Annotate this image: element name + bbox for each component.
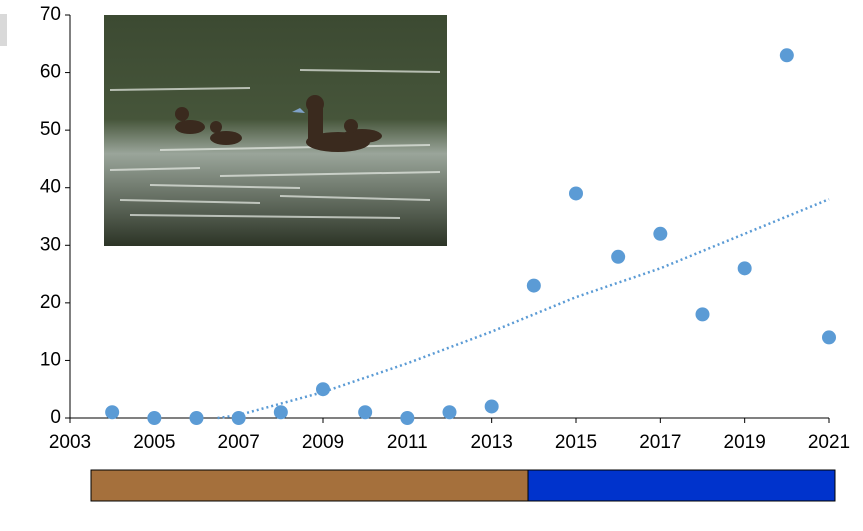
x-tick-label: 2019: [724, 432, 766, 453]
data-point: [273, 405, 288, 420]
data-point: [400, 411, 415, 425]
data-point: [611, 249, 626, 264]
y-tick-label: 10: [40, 349, 61, 370]
y-tick-label: 30: [40, 234, 61, 255]
x-tick-label: 2021: [808, 432, 850, 453]
x-tick-label: 2017: [639, 432, 681, 453]
y-tick-label: 50: [40, 119, 61, 140]
data-point: [569, 186, 583, 201]
data-point: [822, 330, 836, 345]
side-tab: [0, 14, 7, 46]
data-point: [442, 405, 457, 420]
data-point: [358, 405, 373, 420]
x-tick-label: 2015: [555, 432, 597, 453]
data-point: [147, 411, 162, 425]
data-point: [105, 405, 120, 420]
data-point: [695, 307, 710, 322]
y-tick-label: 70: [40, 4, 61, 25]
x-tick-label: 2005: [133, 432, 175, 453]
x-tick-label: 2009: [302, 432, 344, 453]
trend-line: [217, 198, 830, 420]
data-point: [231, 411, 246, 425]
x-tick-label: 2011: [387, 432, 428, 453]
period-bar-1: [90, 469, 529, 502]
x-tick-label: 2013: [471, 432, 513, 453]
y-tick-label: 0: [50, 407, 61, 428]
x-tick-label: 2007: [218, 432, 260, 453]
data-point: [316, 382, 330, 397]
data-point: [737, 261, 752, 276]
y-tick-label: 20: [40, 292, 61, 313]
data-point: [779, 48, 794, 63]
y-tick-label: 60: [40, 62, 61, 83]
photo: [104, 15, 447, 246]
data-point: [653, 226, 668, 241]
data-point: [189, 411, 204, 425]
x-tick-label: 2003: [49, 432, 91, 453]
period-bar-2: [527, 469, 836, 502]
y-tick-label: 40: [40, 177, 61, 198]
data-point: [484, 399, 499, 414]
data-point: [526, 278, 541, 293]
